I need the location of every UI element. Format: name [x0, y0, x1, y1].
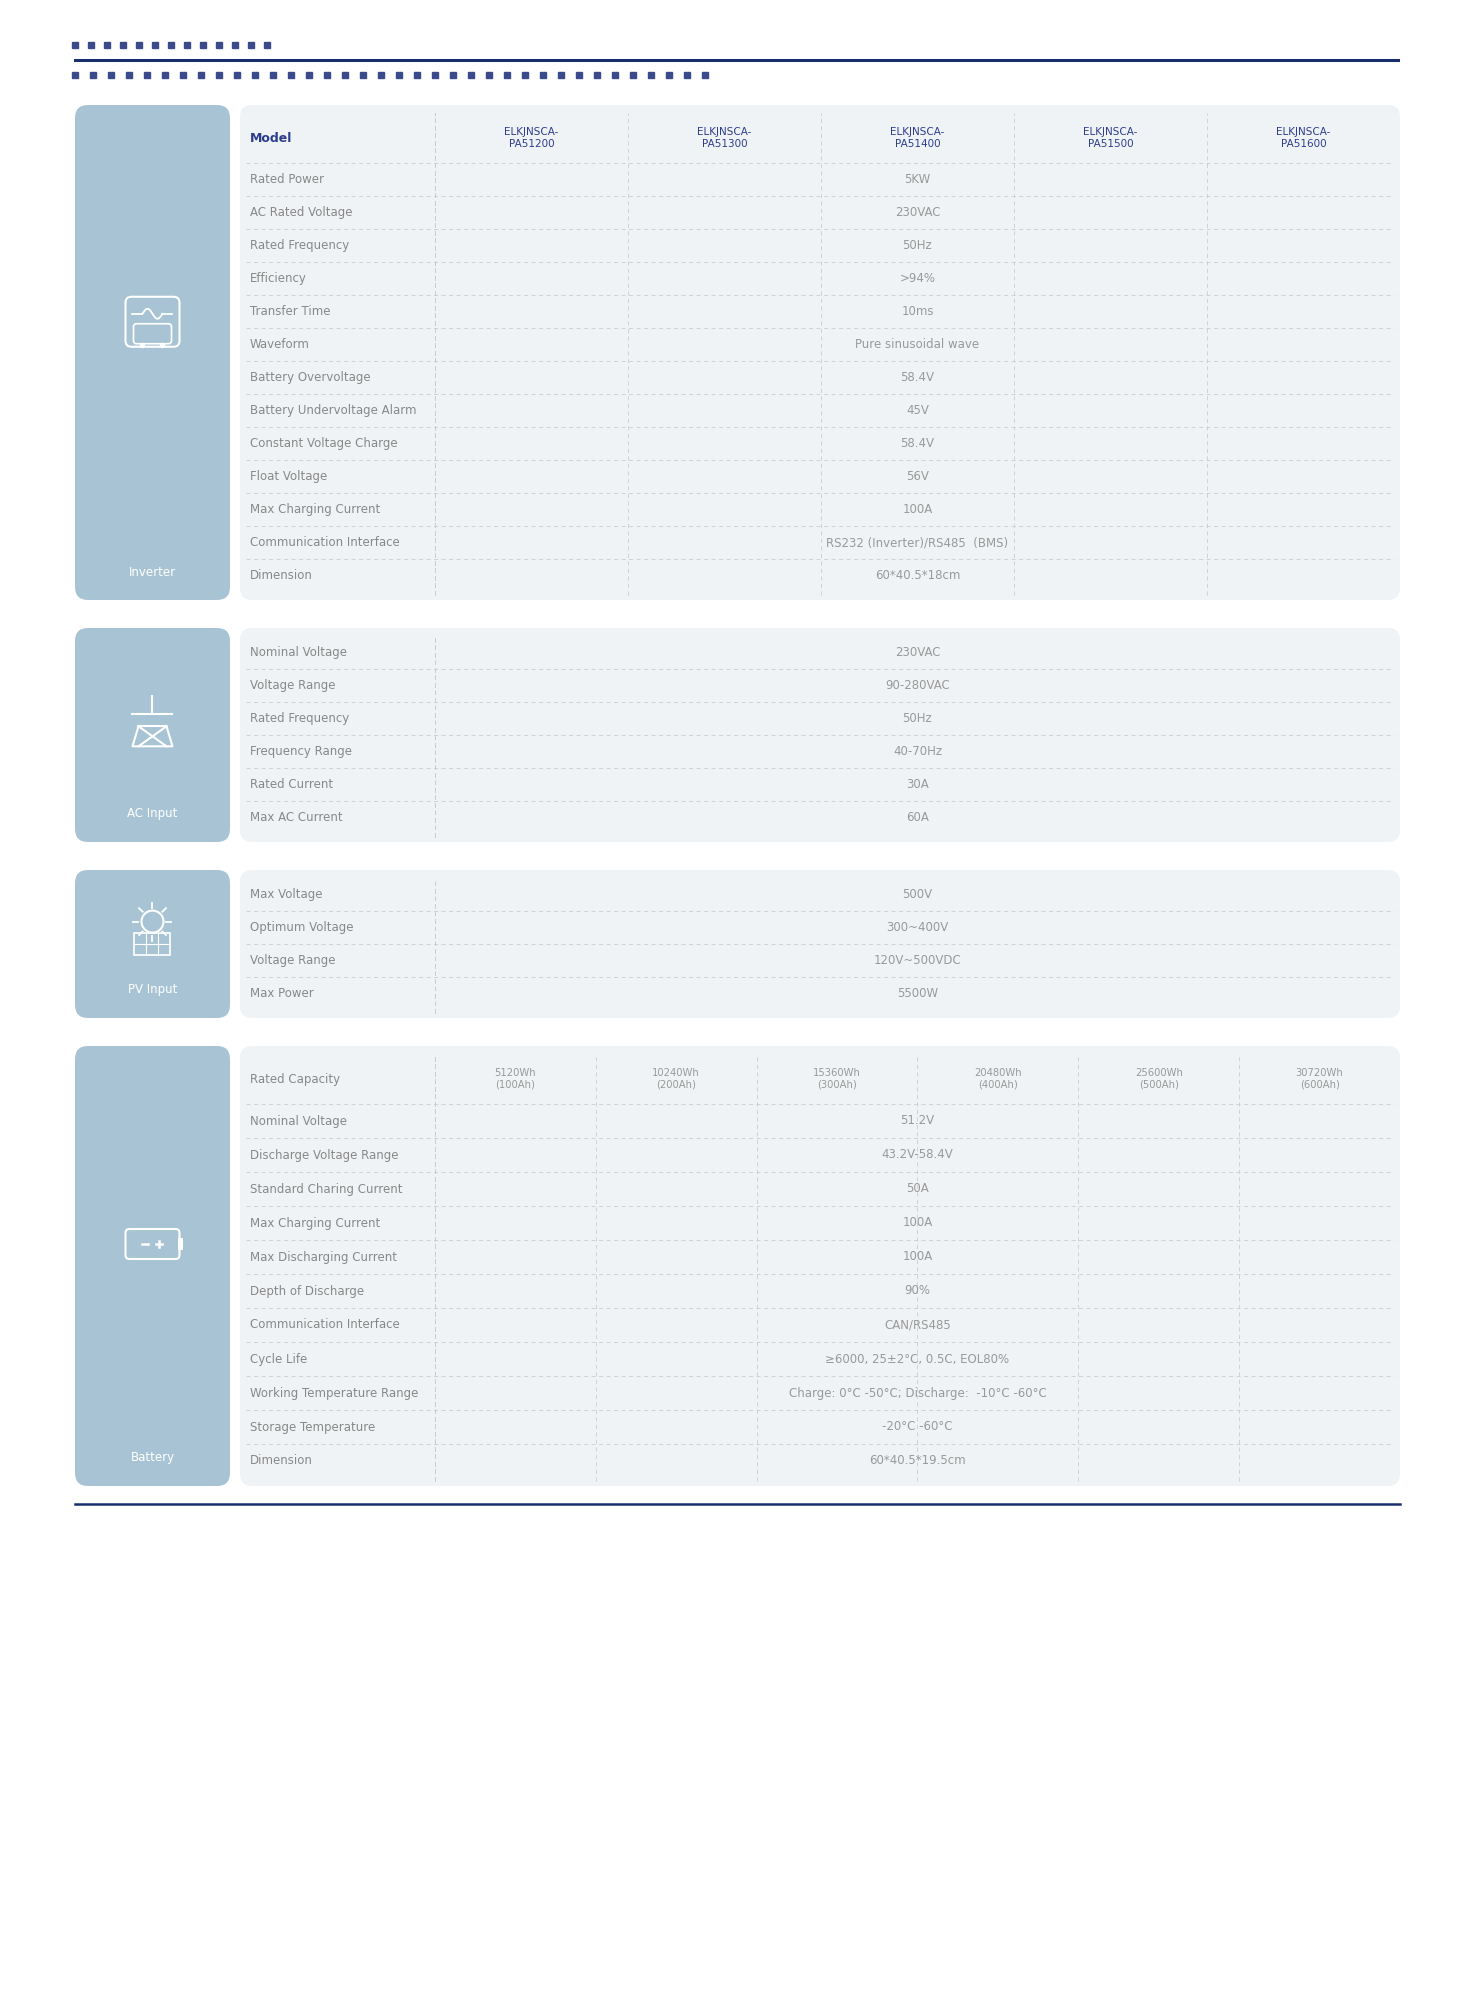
Text: Transfer Time: Transfer Time — [250, 304, 331, 318]
Text: >94%: >94% — [899, 272, 936, 284]
FancyBboxPatch shape — [240, 870, 1400, 1018]
Text: 90%: 90% — [905, 1284, 931, 1298]
FancyBboxPatch shape — [75, 870, 229, 1018]
Text: Storage Temperature: Storage Temperature — [250, 1420, 375, 1434]
Bar — [134, 932, 171, 954]
Text: Inverter: Inverter — [129, 566, 177, 578]
Text: Max AC Current: Max AC Current — [250, 812, 343, 824]
Text: Model: Model — [250, 132, 293, 144]
Text: Rated Power: Rated Power — [250, 174, 324, 186]
Text: 60*40.5*19.5cm: 60*40.5*19.5cm — [869, 1454, 966, 1468]
Text: Depth of Discharge: Depth of Discharge — [250, 1284, 365, 1298]
Text: 50A: 50A — [906, 1182, 928, 1196]
Text: Nominal Voltage: Nominal Voltage — [250, 646, 347, 660]
FancyBboxPatch shape — [240, 104, 1400, 600]
Text: 58.4V: 58.4V — [900, 438, 934, 450]
Text: 60*40.5*18cm: 60*40.5*18cm — [875, 568, 961, 582]
FancyBboxPatch shape — [75, 628, 229, 842]
Text: 51.2V: 51.2V — [900, 1114, 934, 1128]
Text: Max Charging Current: Max Charging Current — [250, 1216, 380, 1230]
Text: 15360Wh
(300Ah): 15360Wh (300Ah) — [813, 1068, 861, 1090]
Text: Rated Frequency: Rated Frequency — [250, 238, 349, 252]
Text: Standard Charing Current: Standard Charing Current — [250, 1182, 403, 1196]
Text: Max Discharging Current: Max Discharging Current — [250, 1250, 397, 1264]
Text: Nominal Voltage: Nominal Voltage — [250, 1114, 347, 1128]
Text: ELKJNSCA-
PA51500: ELKJNSCA- PA51500 — [1083, 128, 1137, 148]
Text: 5500W: 5500W — [897, 986, 938, 1000]
Text: 100A: 100A — [902, 1216, 933, 1230]
Text: 90-280VAC: 90-280VAC — [886, 680, 950, 692]
Text: 50Hz: 50Hz — [903, 238, 933, 252]
Text: 60A: 60A — [906, 812, 930, 824]
Text: Communication Interface: Communication Interface — [250, 1318, 400, 1332]
Text: ELKJNSCA-
PA51400: ELKJNSCA- PA51400 — [890, 128, 944, 148]
Text: Frequency Range: Frequency Range — [250, 744, 352, 758]
Text: Constant Voltage Charge: Constant Voltage Charge — [250, 438, 397, 450]
Text: ELKJNSCA-
PA51600: ELKJNSCA- PA51600 — [1277, 128, 1331, 148]
Text: 10240Wh
(200Ah): 10240Wh (200Ah) — [652, 1068, 700, 1090]
Text: Cycle Life: Cycle Life — [250, 1352, 307, 1366]
Text: Efficiency: Efficiency — [250, 272, 307, 284]
FancyBboxPatch shape — [75, 104, 229, 600]
Text: Battery Undervoltage Alarm: Battery Undervoltage Alarm — [250, 404, 416, 418]
Text: 30A: 30A — [906, 778, 928, 790]
Text: Battery Overvoltage: Battery Overvoltage — [250, 372, 371, 384]
Bar — [178, 1238, 184, 1250]
Text: ELKJNSCA-
PA51200: ELKJNSCA- PA51200 — [505, 128, 559, 148]
Text: 120V~500VDC: 120V~500VDC — [874, 954, 962, 968]
Text: ≥6000, 25±2°C, 0.5C, EOL80%: ≥6000, 25±2°C, 0.5C, EOL80% — [825, 1352, 1009, 1366]
Text: Max Charging Current: Max Charging Current — [250, 502, 380, 516]
Text: 25600Wh
(500Ah): 25600Wh (500Ah) — [1134, 1068, 1183, 1090]
Text: Rated Capacity: Rated Capacity — [250, 1072, 340, 1086]
FancyBboxPatch shape — [240, 628, 1400, 842]
Text: 45V: 45V — [906, 404, 930, 418]
Text: Dimension: Dimension — [250, 568, 313, 582]
Text: 100A: 100A — [902, 1250, 933, 1264]
Text: Rated Frequency: Rated Frequency — [250, 712, 349, 724]
Text: 50Hz: 50Hz — [903, 712, 933, 724]
Text: Discharge Voltage Range: Discharge Voltage Range — [250, 1148, 399, 1162]
Text: Working Temperature Range: Working Temperature Range — [250, 1386, 418, 1400]
Text: Max Power: Max Power — [250, 986, 313, 1000]
Text: AC Rated Voltage: AC Rated Voltage — [250, 206, 353, 218]
Text: 20480Wh
(400Ah): 20480Wh (400Ah) — [974, 1068, 1022, 1090]
Text: Rated Current: Rated Current — [250, 778, 332, 790]
Text: 10ms: 10ms — [902, 304, 934, 318]
Text: Max Voltage: Max Voltage — [250, 888, 322, 900]
Text: Charge: 0°C -50°C; Discharge:  -10°C -60°C: Charge: 0°C -50°C; Discharge: -10°C -60°… — [788, 1386, 1046, 1400]
Text: Voltage Range: Voltage Range — [250, 954, 335, 968]
Text: Pure sinusoidal wave: Pure sinusoidal wave — [856, 338, 980, 352]
Text: CAN/RS485: CAN/RS485 — [884, 1318, 950, 1332]
Text: 56V: 56V — [906, 470, 930, 482]
Text: 5KW: 5KW — [905, 174, 931, 186]
Text: 30720Wh
(600Ah): 30720Wh (600Ah) — [1296, 1068, 1343, 1090]
Text: 230VAC: 230VAC — [894, 206, 940, 218]
Text: Voltage Range: Voltage Range — [250, 680, 335, 692]
Text: 300~400V: 300~400V — [887, 920, 949, 934]
Text: 40-70Hz: 40-70Hz — [893, 744, 941, 758]
Text: -20°C -60°C: -20°C -60°C — [883, 1420, 953, 1434]
Text: Waveform: Waveform — [250, 338, 310, 352]
Text: PV Input: PV Input — [128, 984, 177, 996]
Text: Battery: Battery — [131, 1452, 175, 1464]
FancyBboxPatch shape — [75, 1046, 229, 1486]
Text: 58.4V: 58.4V — [900, 372, 934, 384]
FancyBboxPatch shape — [240, 1046, 1400, 1486]
Text: Optimum Voltage: Optimum Voltage — [250, 920, 353, 934]
Text: 100A: 100A — [902, 502, 933, 516]
Text: Communication Interface: Communication Interface — [250, 536, 400, 548]
Text: RS232 (Inverter)/RS485  (BMS): RS232 (Inverter)/RS485 (BMS) — [827, 536, 1009, 548]
Text: 5120Wh
(100Ah): 5120Wh (100Ah) — [494, 1068, 537, 1090]
Text: Dimension: Dimension — [250, 1454, 313, 1468]
Text: Float Voltage: Float Voltage — [250, 470, 327, 482]
Text: 230VAC: 230VAC — [894, 646, 940, 660]
Text: AC Input: AC Input — [128, 808, 178, 820]
Text: ELKJNSCA-
PA51300: ELKJNSCA- PA51300 — [697, 128, 752, 148]
Text: 43.2V-58.4V: 43.2V-58.4V — [881, 1148, 953, 1162]
Text: 500V: 500V — [902, 888, 933, 900]
